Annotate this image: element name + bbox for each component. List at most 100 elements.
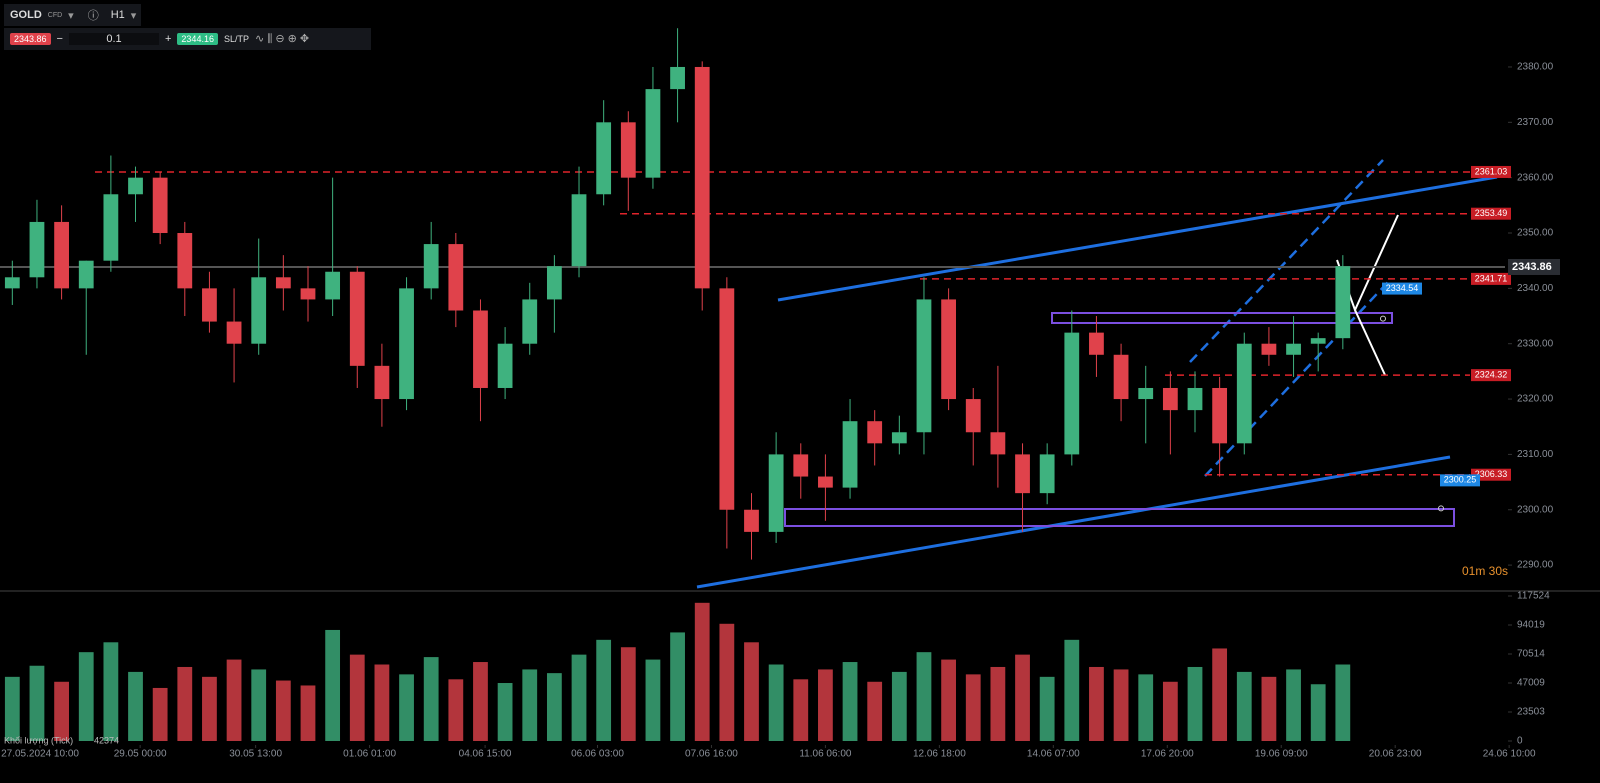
y-tick-label: 2330.00 (1517, 338, 1554, 349)
marker-label-bg (1382, 282, 1422, 295)
info-icon[interactable]: ⓘ (87, 10, 99, 22)
minus[interactable]: − (56, 33, 63, 45)
volume-bar (325, 629, 341, 741)
zone (1051, 312, 1393, 324)
projection (1354, 309, 1386, 376)
trend-line (777, 175, 1498, 302)
candle-body (4, 277, 20, 289)
candle-body (670, 66, 685, 90)
candle-body (596, 122, 612, 195)
x-tick-label: 14.06 07:00 (1027, 749, 1080, 760)
candle-body (497, 343, 513, 388)
x-tick-label: 11.06 06:00 (799, 749, 852, 760)
x-tick-label: 06.06 03:00 (571, 749, 624, 760)
volume-bar (1162, 681, 1178, 741)
volume-bar (1089, 666, 1104, 741)
marker-label: 2300.25 (1444, 475, 1477, 485)
volume-bar (1113, 669, 1129, 741)
candle-body (251, 277, 267, 344)
candle-body (226, 321, 242, 344)
candle-body (1335, 266, 1351, 339)
volume-bar (719, 623, 735, 741)
volume-bar (546, 673, 562, 741)
volume-bar (251, 669, 267, 741)
volume-bar (473, 662, 488, 741)
marker-point (1380, 315, 1386, 322)
level-label-bg (1471, 207, 1511, 220)
x-tick-label: 20.06 23:00 (1369, 749, 1422, 760)
level-label: 2341.71 (1475, 273, 1508, 283)
candle-body (275, 277, 291, 289)
volume-bar (29, 665, 45, 741)
candle-body (522, 299, 538, 344)
candle-body (916, 299, 932, 433)
y-tick-label: 2290.00 (1517, 560, 1554, 571)
candle-body (1236, 343, 1252, 444)
candle-body (1162, 387, 1178, 411)
tool-icons[interactable]: ∿ ⫼ ⊖ ⊕ ✥ (254, 33, 310, 45)
candle-body (694, 66, 710, 289)
candle-body (867, 421, 883, 444)
candle-body (1089, 332, 1104, 355)
level-label-bg (1471, 165, 1511, 178)
volume-tick-label: 94019 (1517, 620, 1545, 631)
timeframe[interactable]: H1 (110, 9, 125, 21)
candle-body (325, 271, 341, 300)
symbol[interactable]: GOLD (10, 9, 42, 21)
candle-body (620, 122, 636, 178)
candle-body (202, 288, 217, 322)
trend-line (696, 455, 1451, 589)
candle-body (965, 399, 981, 433)
candle-body (448, 244, 464, 311)
y-tick-label: 2300.00 (1517, 504, 1554, 515)
volume-bar (916, 652, 932, 741)
volume-bar (793, 679, 809, 741)
volume-bar (596, 639, 612, 741)
candle-body (571, 194, 587, 267)
volume-bar (744, 642, 759, 741)
zone (784, 508, 1455, 527)
y-tick-label: 2310.00 (1517, 449, 1554, 460)
candle-body (128, 177, 143, 195)
volume-bar (670, 632, 685, 741)
volume-bar (768, 664, 784, 741)
candle-body (349, 271, 365, 366)
volume-bar (177, 666, 193, 741)
buy-button[interactable]: 2344.16 (177, 33, 218, 45)
volume-tick-label: 23503 (1517, 707, 1545, 718)
sltp-button[interactable]: SL/TP (223, 34, 249, 44)
volume-tick-label: 0 (1517, 736, 1523, 747)
volume-bar (694, 602, 710, 741)
x-tick-label: 12.06 18:00 (913, 749, 966, 760)
candle-body (842, 421, 858, 488)
volume-bar (1015, 654, 1030, 741)
candle-body (399, 288, 414, 400)
volume-bar (571, 654, 587, 741)
volume-name: Khối lượng (Tick) (4, 735, 73, 745)
candle-body (1113, 354, 1129, 400)
candle-body (300, 288, 316, 300)
candle-body (374, 365, 390, 400)
candle-body (1138, 387, 1154, 400)
x-tick-label: 29.05 00:00 (114, 749, 167, 760)
candle-body (990, 432, 1006, 455)
volume-bar (4, 676, 20, 741)
marker-label-bg (1440, 474, 1480, 487)
volume-bar (1310, 684, 1326, 741)
volume-bar (78, 652, 94, 741)
channel-line (1189, 159, 1384, 363)
x-tick-label: 19.06 09:00 (1255, 749, 1308, 760)
volume-bar (1286, 669, 1301, 741)
volume-tick-label: 117524 (1517, 591, 1550, 602)
x-tick-label: 01.06 01:00 (343, 749, 396, 760)
quantity-input[interactable]: 0.1 (68, 33, 159, 45)
plus[interactable]: + (164, 33, 172, 45)
x-tick-label: 17.06 20:00 (1141, 749, 1194, 760)
sell-button[interactable]: 2343.86 (10, 33, 51, 45)
volume-tick-label: 47009 (1517, 678, 1545, 689)
dropdown[interactable]: ▾ (68, 9, 74, 22)
volume-bar (275, 680, 291, 741)
dropdown[interactable]: ▾ (130, 9, 137, 22)
